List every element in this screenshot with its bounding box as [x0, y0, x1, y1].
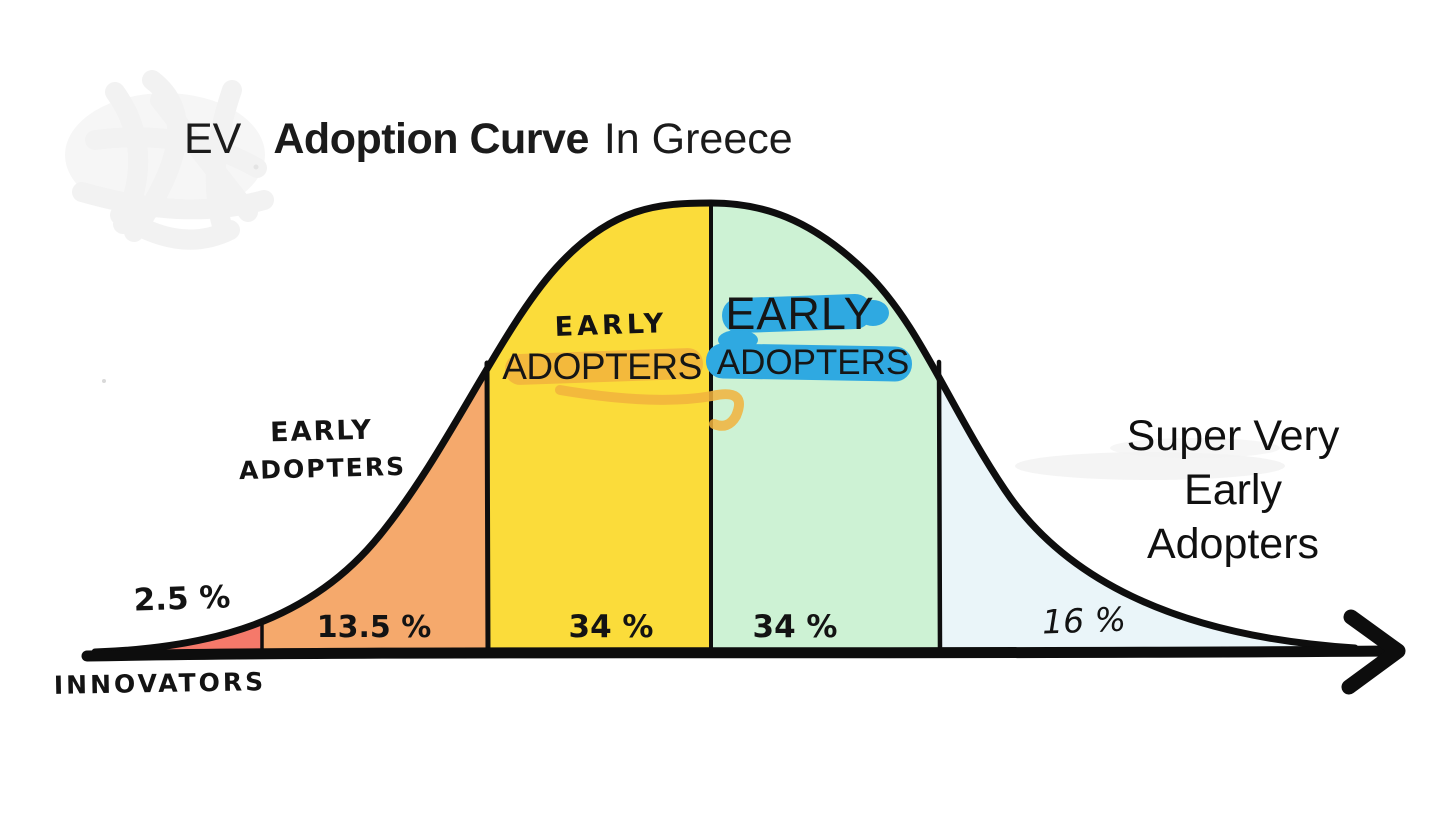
title-prefix: EV	[184, 115, 242, 163]
label-early-yellow: EARLY	[554, 308, 668, 343]
blue-marker-highlight	[705, 293, 912, 382]
label-adopters-green: ADOPTERS	[716, 343, 910, 382]
label-line: ADOPTERS	[238, 451, 407, 486]
yellow-marker-highlight	[505, 348, 744, 431]
percent-early-majority: 34 %	[568, 609, 654, 645]
label-adopters-yellow: ADOPTERS	[502, 346, 702, 387]
x-axis-line	[81, 645, 1394, 662]
label-early-green: EARLY	[725, 288, 875, 339]
percent-laggards: 16 %	[1041, 599, 1127, 642]
label-line: Early Adopters	[1146, 466, 1320, 568]
x-axis-arrowhead	[1341, 609, 1406, 695]
watermark-scribble	[65, 70, 274, 250]
label-innovators: INNOVATORS	[53, 667, 267, 700]
watermark-smudge	[102, 164, 1285, 480]
percent-innovators: 2.5 %	[133, 579, 231, 619]
percent-early-adopters: 13.5 %	[316, 610, 432, 645]
label-super-very-early-adopters: Super Very Early Adopters	[1125, 409, 1342, 571]
segment-dividers	[260, 204, 943, 656]
title-suffix: In Greece	[603, 115, 793, 163]
bell-curve-outline	[91, 199, 1359, 656]
label-line: Super Very	[1126, 412, 1340, 460]
percent-late-majority: 34 %	[752, 609, 838, 645]
page-title: EV Adoption Curve In Greece	[184, 114, 793, 164]
title-main: Adoption Curve	[273, 115, 589, 163]
label-early-adopters-orange: EARLY ADOPTERS	[238, 411, 407, 489]
label-line: EARLY	[269, 414, 374, 449]
